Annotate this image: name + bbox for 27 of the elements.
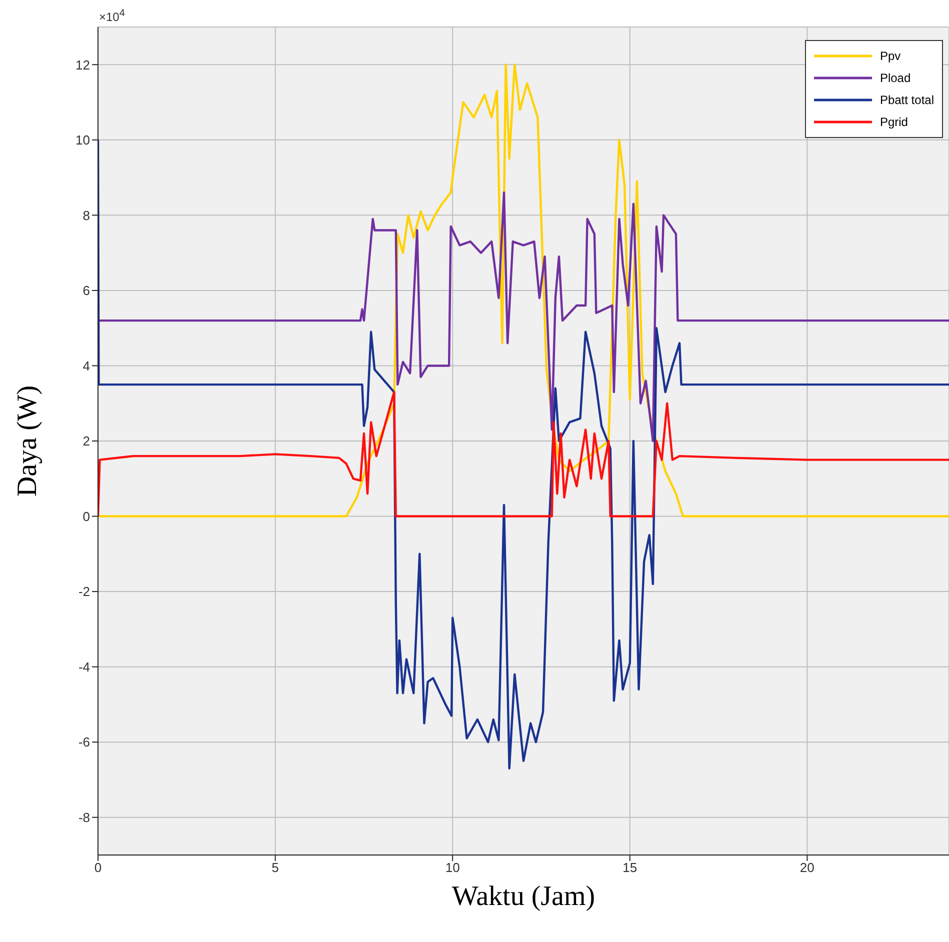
y-tick-label: 4 [82,358,90,374]
legend-label: Pload [880,71,911,85]
x-axis-title: Waktu (Jam) [450,880,596,914]
y-tick-label: -2 [78,584,90,600]
x-tick-label: 5 [272,860,279,876]
y-tick-label: 6 [82,283,90,298]
line-series [98,192,949,442]
x-tick-label: 20 [800,860,814,876]
y-tick-label: 10 [76,132,90,148]
y-tick-label: -6 [78,734,90,750]
y-tick-label: 0 [82,508,90,524]
text: ×10$^{4}$ [99,8,125,24]
x-tick-label: 15 [622,860,638,876]
y-tick-label: -8 [78,810,90,825]
legend-label: Pbatt total [880,93,934,107]
line-series [98,64,949,518]
x-tick-label: 10 [445,860,460,876]
line-series [98,138,949,770]
y-tick-label: 12 [76,57,90,72]
line-series [98,390,949,518]
y-tick-label: 8 [82,208,90,223]
x-tick-label: 0 [94,860,102,876]
y-tick-label: -4 [78,659,90,674]
y-tick-label: 2 [82,434,90,449]
legend-label: Ppv [880,49,901,63]
legend-label: Pgrid [880,115,908,129]
y-axis-title: Daya (W) [11,384,44,499]
